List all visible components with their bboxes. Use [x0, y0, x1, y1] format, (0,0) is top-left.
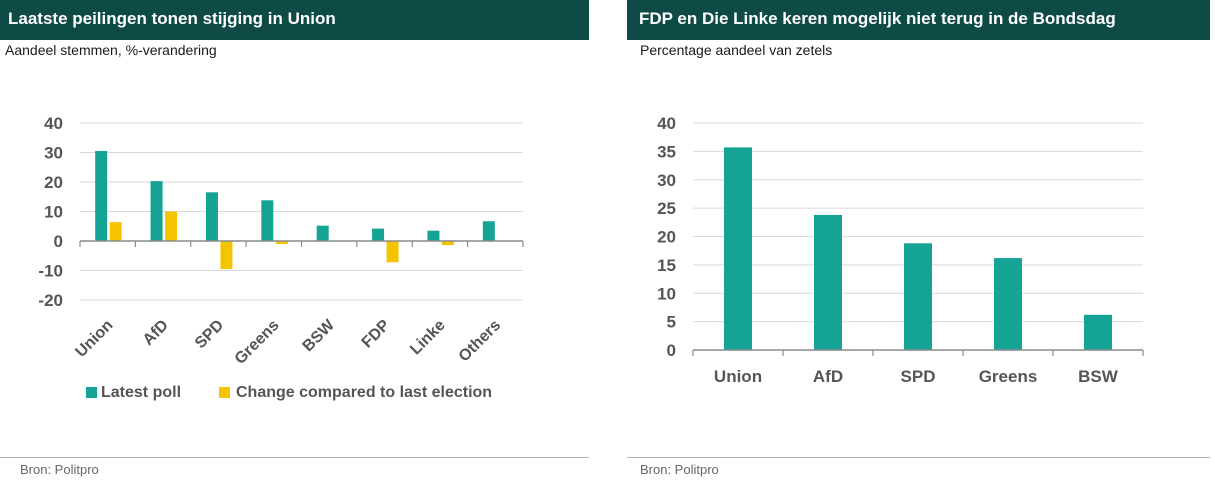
bar-afd — [814, 214, 842, 350]
bar-fdp-latest-poll — [372, 228, 385, 241]
x-tick-label: BSW — [300, 316, 339, 355]
y-tick-label: 0 — [54, 232, 63, 251]
bar-union-change-compared-to-last-election — [109, 222, 122, 241]
x-tick-label: Union — [72, 317, 116, 361]
y-tick-label: 40 — [657, 114, 676, 133]
y-tick-label: 20 — [44, 173, 63, 192]
bar-afd-latest-poll — [150, 181, 163, 241]
y-tick-label: 10 — [44, 203, 63, 222]
x-tick-label: Linke — [407, 317, 449, 359]
legend-label-change: Change compared to last election — [236, 384, 493, 401]
y-tick-label: 40 — [44, 114, 63, 133]
bar-spd-change-compared-to-last-election — [220, 241, 233, 270]
bar-spd-latest-poll — [205, 192, 218, 241]
bar-union-latest-poll — [95, 151, 108, 241]
source-note: Bron: Politpro — [640, 462, 719, 477]
x-tick-label: AfD — [140, 317, 172, 349]
chart-panel-seat-share: FDP en Die Linke keren mogelijk niet ter… — [627, 0, 1210, 483]
bar-chart-seat-share: 40 35 30 25 20 15 10 5 0 Union AfD SPD Greens BSW — [657, 114, 1144, 386]
y-tick-label: -20 — [38, 291, 63, 310]
source-note: Bron: Politpro — [20, 462, 99, 477]
chart-header: Laatste peilingen tonen stijging in Unio… — [0, 0, 589, 40]
y-tick-label: 25 — [657, 199, 676, 218]
chart-header: FDP en Die Linke keren mogelijk niet ter… — [627, 0, 1210, 40]
y-tick-label: 15 — [657, 256, 676, 275]
x-tick-label: Union — [714, 367, 762, 386]
bar-others-latest-poll — [482, 221, 495, 241]
y-tick-label: 30 — [657, 171, 676, 190]
bar-linke-change-compared-to-last-election — [441, 241, 454, 246]
chart-subtitle: Percentage aandeel van zetels — [640, 42, 833, 58]
x-tick-label: AfD — [813, 367, 843, 386]
bar-union — [724, 147, 752, 350]
bar-spd — [904, 243, 932, 350]
chart-panel-poll-share: Laatste peilingen tonen stijging in Unio… — [0, 0, 589, 483]
source-divider — [0, 457, 589, 458]
bar-bsw — [1084, 314, 1112, 350]
x-tick-label: Greens — [979, 367, 1038, 386]
y-tick-label: 5 — [667, 313, 676, 332]
x-tick-label: Others — [456, 317, 505, 366]
chart-subtitle: Aandeel stemmen, %-verandering — [5, 42, 217, 58]
legend-label-latest-poll: Latest poll — [101, 384, 182, 401]
x-tick-label: FDP — [359, 317, 394, 352]
source-divider — [627, 457, 1210, 458]
y-tick-label: -10 — [38, 262, 63, 281]
chart-title: FDP en Die Linke keren mogelijk niet ter… — [639, 9, 1116, 28]
x-tick-label: Greens — [232, 317, 283, 368]
bar-greens-latest-poll — [261, 200, 274, 241]
bar-afd-change-compared-to-last-election — [165, 211, 178, 241]
bar-bsw-latest-poll — [316, 225, 329, 241]
bar-greens-change-compared-to-last-election — [275, 241, 288, 244]
x-tick-label: BSW — [1078, 367, 1119, 386]
legend-swatch-latest-poll — [86, 387, 97, 398]
y-tick-label: 10 — [657, 284, 676, 303]
x-tick-label: SPD — [192, 317, 227, 352]
bar-linke-latest-poll — [427, 230, 440, 241]
legend-swatch-change — [219, 387, 230, 398]
y-tick-label: 30 — [44, 144, 63, 163]
bar-greens — [994, 258, 1022, 350]
chart-title: Laatste peilingen tonen stijging in Unio… — [8, 9, 336, 28]
y-tick-label: 20 — [657, 228, 676, 247]
y-tick-label: 35 — [657, 142, 676, 161]
bar-fdp-change-compared-to-last-election — [386, 241, 399, 263]
bar-chart-latest-polls: 40 30 20 10 0 -10 -20 Union AfD SPD Greens BSW FDP Li… — [38, 114, 524, 368]
y-tick-label: 0 — [667, 341, 676, 360]
x-tick-label: SPD — [901, 367, 936, 386]
